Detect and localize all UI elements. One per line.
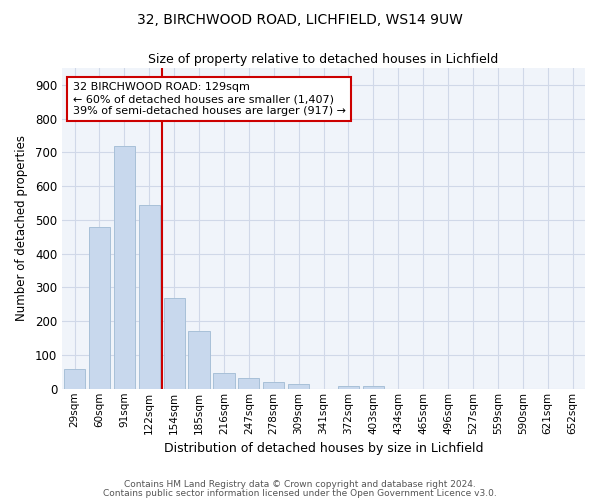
X-axis label: Distribution of detached houses by size in Lichfield: Distribution of detached houses by size … [164, 442, 483, 455]
Bar [139, 205, 160, 389]
Text: Contains public sector information licensed under the Open Government Licence v3: Contains public sector information licen… [103, 488, 497, 498]
Bar [188, 332, 209, 389]
Bar [288, 384, 309, 389]
Title: Size of property relative to detached houses in Lichfield: Size of property relative to detached ho… [148, 52, 499, 66]
Bar [238, 378, 259, 389]
Bar [363, 386, 384, 389]
Bar [338, 386, 359, 389]
Bar [263, 382, 284, 389]
Bar [114, 146, 135, 389]
Bar [214, 373, 235, 389]
Bar [89, 226, 110, 389]
Text: 32 BIRCHWOOD ROAD: 129sqm
← 60% of detached houses are smaller (1,407)
39% of se: 32 BIRCHWOOD ROAD: 129sqm ← 60% of detac… [73, 82, 346, 116]
Bar [64, 368, 85, 389]
Text: 32, BIRCHWOOD ROAD, LICHFIELD, WS14 9UW: 32, BIRCHWOOD ROAD, LICHFIELD, WS14 9UW [137, 12, 463, 26]
Y-axis label: Number of detached properties: Number of detached properties [15, 136, 28, 322]
Text: Contains HM Land Registry data © Crown copyright and database right 2024.: Contains HM Land Registry data © Crown c… [124, 480, 476, 489]
Bar [164, 298, 185, 389]
